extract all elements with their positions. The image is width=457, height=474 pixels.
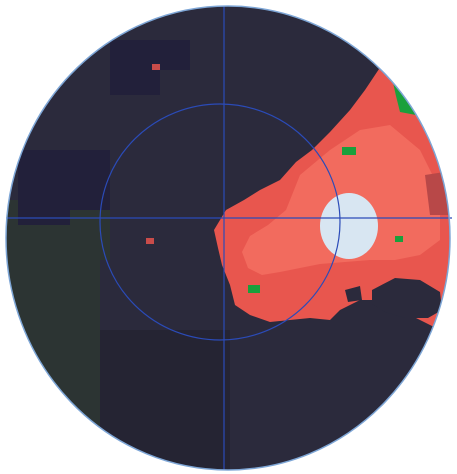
overlay-guides: [6, 6, 452, 470]
dark-field-green-area: [6, 200, 110, 470]
deep-dark-block: [18, 150, 110, 225]
deep-dark-block-upper: [110, 40, 190, 95]
dark-field-notch: [345, 286, 362, 302]
green-spot-center-right: [342, 147, 356, 155]
red-speck-left: [146, 238, 154, 244]
red-speck-top: [152, 64, 160, 70]
red-defect-dark-patch: [425, 170, 450, 215]
field-boundary-ring: [5, 5, 451, 471]
dark-field-green-area-lower: [100, 330, 230, 470]
optic-disc: [320, 193, 378, 259]
green-spot-right-small: [395, 236, 403, 242]
dark-field-island: [372, 278, 442, 318]
green-spot-lower-left: [248, 285, 260, 293]
central-ring: [99, 103, 341, 341]
